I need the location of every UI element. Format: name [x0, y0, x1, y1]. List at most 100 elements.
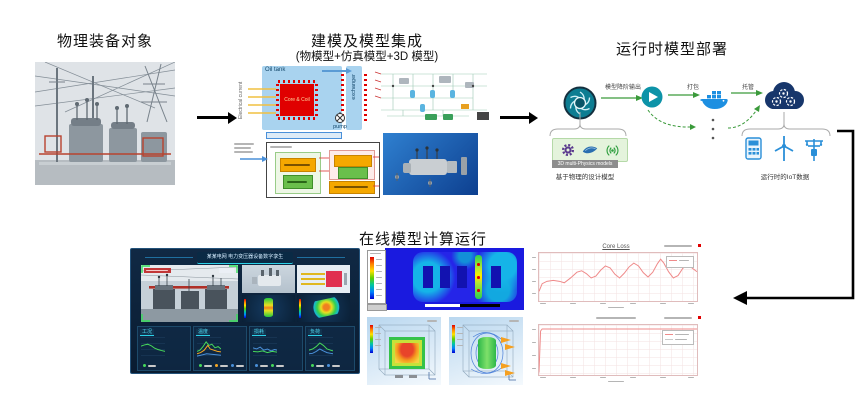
legend-text-smudge: [204, 364, 212, 367]
fea-thermal-image: [367, 317, 441, 385]
cfd-legend: [367, 250, 386, 304]
stranded-loss-plot: [538, 324, 698, 376]
mini-panel-3-tab: 损耗: [252, 329, 267, 336]
section-subtitle-modeling: (物模型+仿真模型+3D 模型): [295, 51, 439, 63]
caption-iot-data: 运行时的IoT数据: [760, 174, 810, 181]
cfd-field: [385, 248, 524, 310]
flow-arrow-1: [601, 95, 643, 101]
core-loss-plot: [538, 252, 698, 302]
l-shaped-arrow: [733, 129, 855, 305]
brace-right: [741, 112, 831, 137]
mini-chart-1: [141, 337, 165, 361]
twin-dashboard: 某某电网 电力变压器设备数字孪生: [130, 248, 360, 374]
legend-text-smudge: [260, 364, 268, 367]
cfd-hotspot: [475, 255, 482, 299]
legend-dot: [199, 364, 202, 368]
fea-flow-image: [449, 317, 523, 385]
detect-label-chip: [144, 268, 171, 273]
pump-icon: [335, 112, 345, 123]
docker-icon: [700, 91, 728, 109]
mini-panel-4-tab: 负荷: [308, 329, 323, 336]
legend-dot: [311, 364, 314, 368]
section-title-modeling: 建模及模型集成: [310, 33, 423, 50]
detect-frame: [141, 265, 238, 322]
current-lines: [248, 88, 276, 114]
section-title-deployment: 运行时模型部署: [615, 41, 728, 58]
quad-circuit: [297, 265, 350, 293]
fea2-arrows: [501, 337, 515, 376]
fea1-legend: [370, 325, 373, 353]
cfd-contour: [413, 252, 517, 302]
pipe-top: [322, 68, 352, 74]
mini-legend-3: [252, 363, 284, 368]
mini-legend-4: [308, 363, 340, 368]
wave-icon: [582, 146, 597, 154]
legend-text-smudge: [276, 364, 284, 367]
physics-models-box: [552, 138, 628, 162]
electrical-current-label: Electrical current: [238, 81, 244, 119]
mini-chart-4: [309, 337, 333, 361]
mini-panel-4: 负荷: [305, 326, 355, 371]
legend-text-smudge: [220, 364, 228, 367]
quad-thermal-blob: [297, 294, 350, 322]
pump-label: pump: [333, 124, 347, 130]
substation-photo: [35, 62, 175, 185]
legend-dot: [271, 364, 274, 368]
legend-dot: [215, 364, 218, 368]
photo-chip: [219, 268, 234, 273]
mini-panel-2: 温度: [193, 326, 247, 371]
stranded-loss-legend: [662, 330, 694, 345]
simulation-schematic: [373, 64, 495, 128]
block-right-panel: [329, 150, 375, 180]
core-loss-legend: [666, 256, 694, 268]
mini-legend-2: [196, 363, 244, 368]
cfd-contour-image: [367, 247, 524, 311]
flow-arrow-3: [731, 90, 763, 96]
legend-dot: [255, 364, 258, 368]
thermal-model-diagram: Oil tank Core & Coil exchanger pump Elec…: [238, 60, 370, 140]
legend-text-smudge: [332, 364, 340, 367]
play-icon: [641, 86, 663, 108]
core-loss-chart: Core Loss: [530, 243, 702, 311]
mini-legend-1: [140, 363, 156, 368]
legend-text-smudge: [316, 364, 324, 367]
models-bar: 3D multi-Physics models: [552, 160, 618, 168]
brace-left: [549, 112, 627, 137]
arrow-right-icon: [500, 111, 538, 124]
cfd-legend-button: [367, 304, 387, 311]
power-pole-icon: [805, 139, 823, 161]
stranded-loss-chart: [530, 315, 702, 385]
block-input-arrow: [240, 156, 268, 162]
dashboard-title: 某某电网 电力变压器设备数字孪生: [197, 252, 293, 264]
oil-tank-label: Oil tank: [265, 67, 286, 73]
mini-panel-1: 工况: [137, 326, 191, 371]
step-label-3: 托管: [741, 85, 754, 91]
dashboard-photo-panel: [141, 265, 238, 322]
signal-icon: [605, 144, 619, 156]
step-label-2: 打包: [686, 85, 699, 91]
fea2-core: [478, 337, 496, 369]
dashboard-quad-view: [242, 265, 350, 322]
mini-chart-3: [253, 337, 277, 361]
section-title-online: 在线模型计算运行: [358, 231, 487, 248]
step-label-1: 模型降阶输出: [604, 85, 641, 91]
legend-text-smudge: [236, 364, 244, 367]
wind-turbine-icon: [774, 136, 794, 161]
cloud-icon: [765, 82, 804, 109]
fea2-legend: [452, 325, 455, 353]
caption-physics-model: 基于物理的设计模型: [555, 174, 615, 181]
quad-thermal-core: [242, 294, 295, 322]
core-loss-title: Core Loss: [602, 244, 630, 250]
flow-arrow-2: [668, 92, 700, 98]
legend-dot: [231, 364, 234, 368]
mini-panel-2-tab: 温度: [196, 329, 211, 336]
section-title-physical: 物理装备对象: [56, 33, 153, 50]
legend-dot: [143, 364, 146, 368]
aperture-icon: [563, 86, 597, 120]
twin-model-block-diagram: [266, 142, 380, 198]
block-left-panel: [275, 152, 321, 194]
dashed-flows: [647, 105, 760, 140]
mini-chart-2: [197, 337, 221, 361]
meter-icon: [745, 137, 762, 160]
